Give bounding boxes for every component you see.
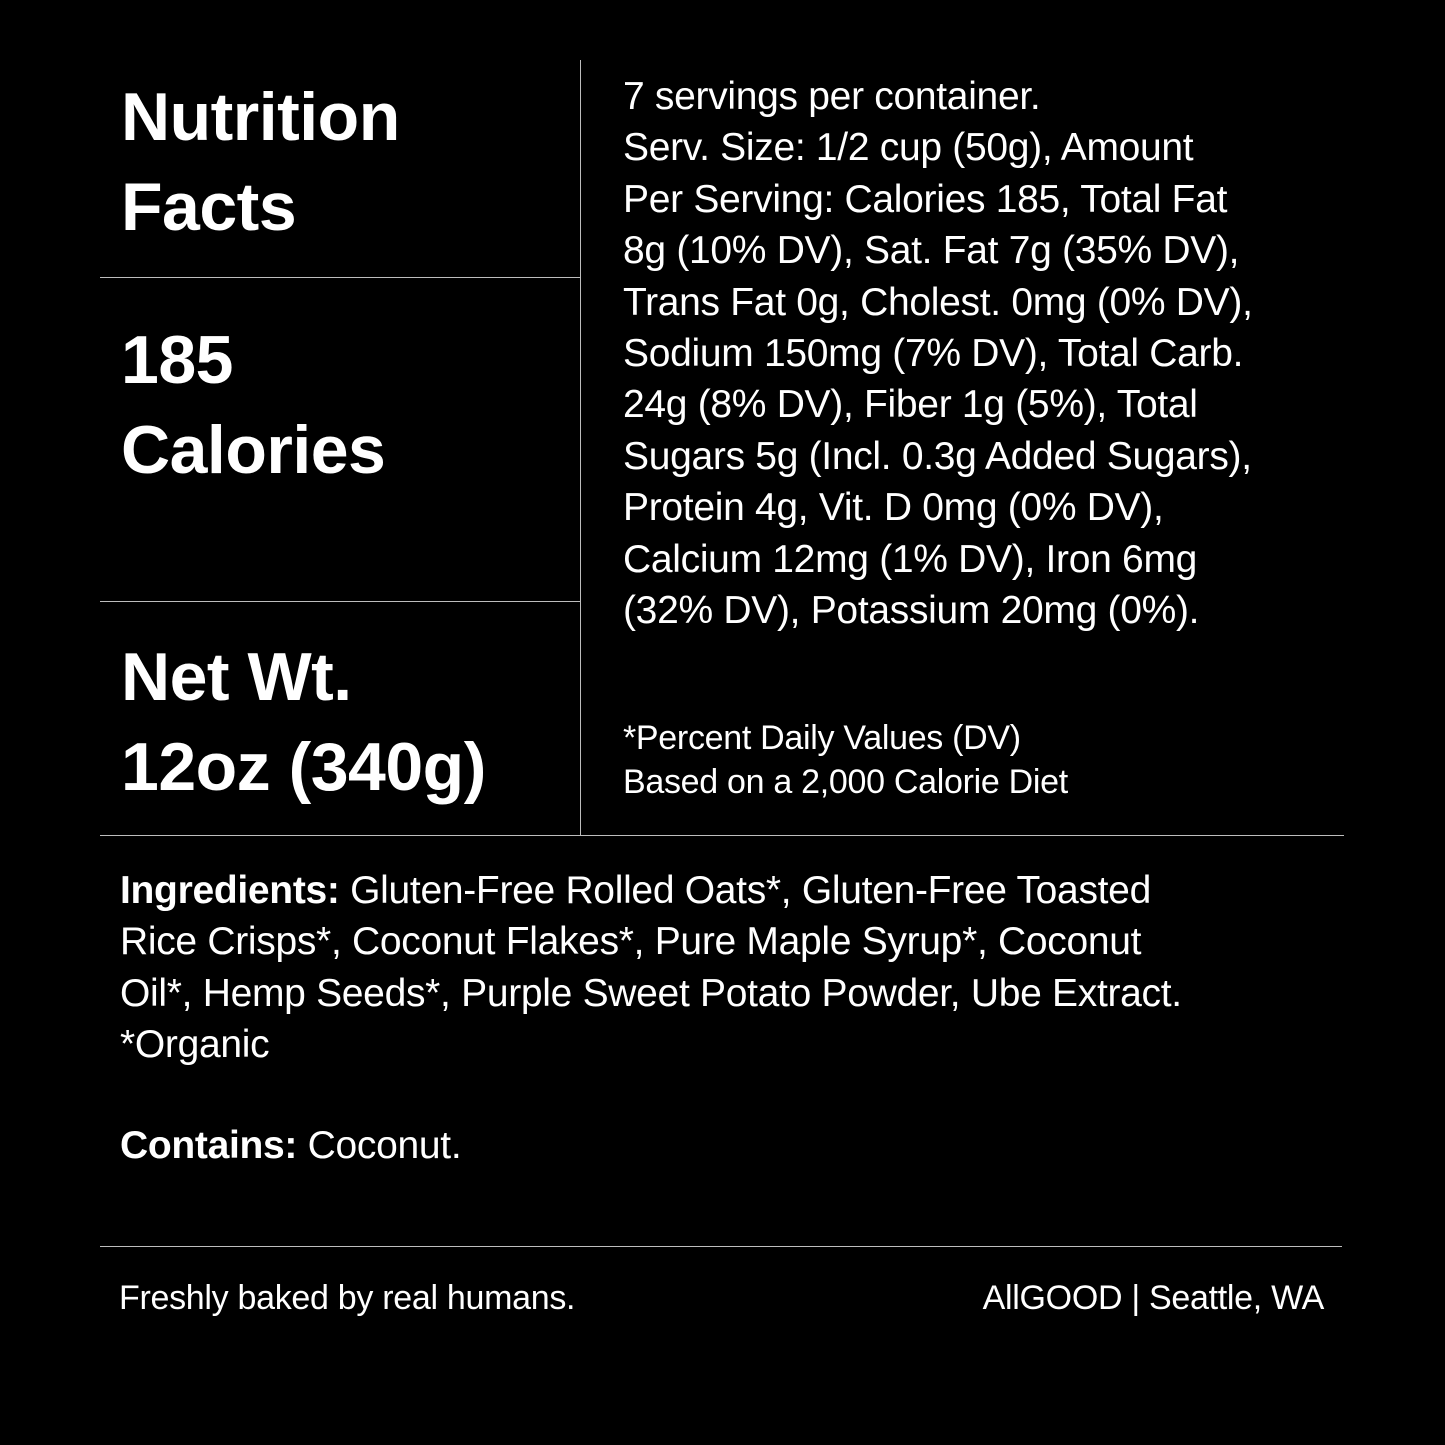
title-line: Facts — [121, 169, 297, 245]
allergens: Contains: Coconut. — [120, 1120, 462, 1171]
calories-label: Calories — [121, 412, 386, 488]
ingredients-text: Gluten-Free Rolled Oats*, Gluten-Free To… — [339, 869, 1151, 912]
column-divider — [580, 60, 581, 835]
calories-value: 185 — [121, 322, 233, 398]
contains-text: Coconut. — [297, 1124, 462, 1167]
nutrition-line: 7 servings per container. — [623, 75, 1041, 118]
divider-calories — [100, 601, 580, 602]
net-weight-block: Net Wt. 12oz (340g) — [121, 632, 486, 812]
contains-label: Contains: — [120, 1124, 298, 1167]
page-title: Nutrition Facts — [121, 72, 400, 252]
footer-brand: AllGOOD | Seattle, WA — [982, 1276, 1325, 1320]
footer-tagline: Freshly baked by real humans. — [119, 1276, 576, 1320]
nutrition-line: Sodium 150mg (7% DV), Total Carb. — [623, 331, 1244, 375]
nutrition-line: Per Serving: Calories 185, Total Fat — [623, 177, 1228, 221]
divider-panel — [100, 835, 1344, 836]
nutrition-line: Protein 4g, Vit. D 0mg (0% DV), — [623, 486, 1164, 530]
nutrition-line: Calcium 12mg (1% DV), Iron 6mg — [623, 537, 1198, 581]
nutrition-line: Sugars 5g (Incl. 0.3g Added Sugars), — [623, 434, 1252, 478]
divider-footer — [100, 1246, 1342, 1247]
net-weight-label: Net Wt. — [121, 639, 352, 715]
nutrition-line: Trans Fat 0g, Cholest. 0mg (0% DV), — [623, 280, 1253, 324]
nutrition-line: (32% DV), Potassium 20mg (0%). — [623, 588, 1200, 632]
net-weight-value: 12oz (340g) — [121, 729, 486, 805]
ingredients: Ingredients: Gluten-Free Rolled Oats*, G… — [120, 865, 1182, 1071]
nutrition-line: 24g (8% DV), Fiber 1g (5%), Total — [623, 383, 1198, 427]
organic-note: *Organic — [120, 1023, 270, 1067]
ingredients-line: Rice Crisps*, Coconut Flakes*, Pure Mapl… — [120, 920, 1142, 964]
divider-title — [100, 277, 580, 278]
ingredients-line: Oil*, Hemp Seeds*, Purple Sweet Potato P… — [120, 971, 1182, 1015]
title-line: Nutrition — [121, 79, 400, 155]
nutrition-line: 8g (10% DV), Sat. Fat 7g (35% DV), — [623, 229, 1240, 273]
footnote-line: *Percent Daily Values (DV) — [623, 719, 1021, 757]
daily-value-footnote: *Percent Daily Values (DV) Based on a 2,… — [623, 716, 1068, 804]
nutrition-line: Serv. Size: 1/2 cup (50g), Amount — [623, 126, 1194, 170]
tagline: Freshly baked by real humans. — [119, 1279, 576, 1317]
footnote-line: Based on a 2,000 Calorie Diet — [623, 763, 1068, 801]
nutrition-details: 7 servings per container. Serv. Size: 1/… — [623, 71, 1253, 636]
calories-block: 185 Calories — [121, 315, 386, 495]
ingredients-line: Ingredients: Gluten-Free Rolled Oats*, G… — [120, 865, 1182, 916]
ingredients-label: Ingredients: — [120, 869, 340, 912]
brand-location: AllGOOD | Seattle, WA — [982, 1279, 1325, 1317]
